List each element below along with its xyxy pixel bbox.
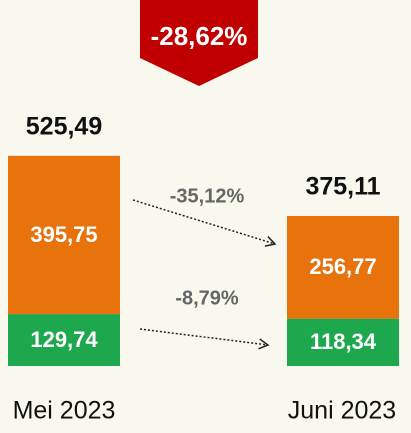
value-label: 256,77 xyxy=(309,254,376,279)
arrow xyxy=(132,199,277,247)
arrow xyxy=(139,328,270,350)
value-label: 129,74 xyxy=(30,327,98,352)
bar-segment xyxy=(287,215,399,319)
change-label: -8,79% xyxy=(175,287,239,309)
value-label: 118,34 xyxy=(310,329,377,354)
bar-segment xyxy=(8,155,120,315)
change-banner xyxy=(140,0,258,86)
value-label: 395,75 xyxy=(30,222,97,247)
total-change: -28,62% xyxy=(151,21,248,51)
change-label: -35,12% xyxy=(170,185,245,207)
bar-segment xyxy=(8,314,120,366)
total-label: 525,49 xyxy=(26,112,102,140)
category-label: Juni 2023 xyxy=(288,397,396,425)
bar-segment xyxy=(287,318,399,366)
total-label: 375,11 xyxy=(305,173,380,201)
category-label: Mei 2023 xyxy=(13,397,116,425)
